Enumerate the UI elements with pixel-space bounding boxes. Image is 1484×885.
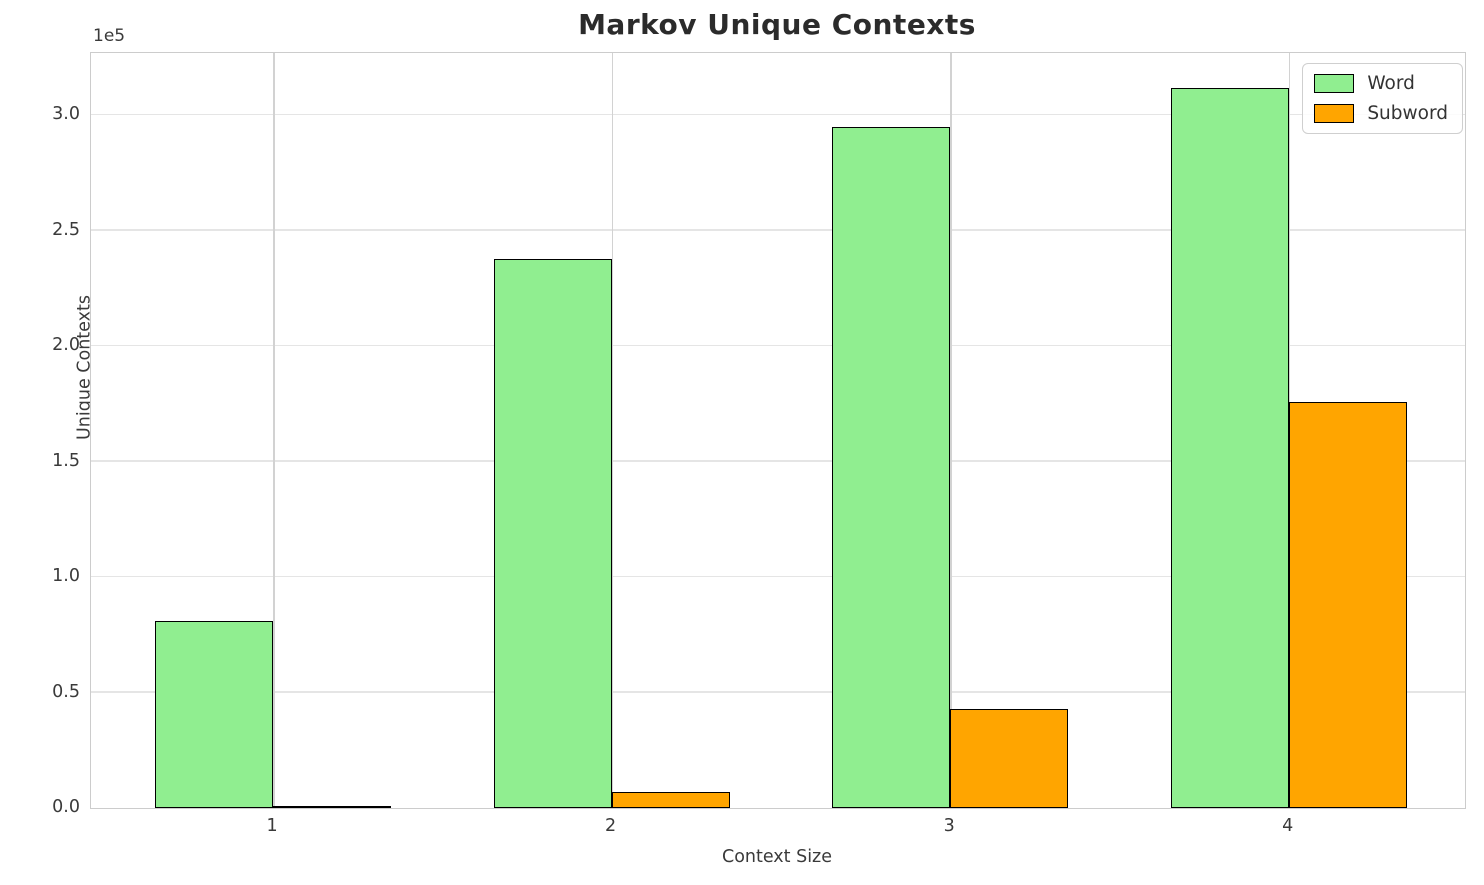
x-tick-label: 3 <box>943 816 955 836</box>
bar-subword-4 <box>1288 401 1407 808</box>
gridline-horizontal <box>91 575 1465 578</box>
x-tick-label: 4 <box>1282 816 1294 836</box>
bar-subword-2 <box>611 791 730 808</box>
bar-word-3 <box>832 126 951 808</box>
x-axis-label: Context Size <box>721 847 833 867</box>
gridline-horizontal <box>91 344 1465 347</box>
chart-title: Markov Unique Contexts <box>578 8 976 41</box>
legend-swatch-word-icon <box>1314 74 1355 93</box>
gridline-horizontal <box>91 460 1465 462</box>
bar-word-4 <box>1170 87 1289 808</box>
x-tick-label: 1 <box>266 816 278 836</box>
gridline-horizontal <box>91 229 1465 231</box>
bar-subword-1 <box>273 805 392 808</box>
gridline-vertical <box>950 53 952 808</box>
legend-item-subword: Subword <box>1314 103 1448 124</box>
y-tick-label: 3.0 <box>52 104 80 125</box>
gridline-horizontal <box>91 113 1465 116</box>
gridline-vertical <box>611 53 614 808</box>
legend-item-word: Word <box>1314 73 1448 94</box>
y-tick-label: 2.0 <box>52 335 80 356</box>
legend-label-word: Word <box>1367 73 1415 94</box>
legend: Word Subword <box>1302 63 1463 134</box>
legend-label-subword: Subword <box>1367 103 1448 124</box>
gridline-horizontal <box>91 691 1465 693</box>
x-tick-label: 2 <box>605 816 617 836</box>
bar-word-2 <box>493 258 612 808</box>
y-tick-label: 0.0 <box>52 797 80 817</box>
bar-subword-3 <box>950 708 1069 808</box>
y-tick-label: 1.5 <box>52 450 80 471</box>
plot-area <box>90 52 1466 809</box>
bar-word-1 <box>155 620 274 808</box>
gridline-vertical <box>273 53 275 808</box>
legend-swatch-subword-icon <box>1314 104 1355 123</box>
y-tick-label: 0.5 <box>52 681 80 702</box>
y-axis-offset-text: 1e5 <box>93 26 126 46</box>
y-tick-label: 1.0 <box>52 566 80 587</box>
y-tick-label: 2.5 <box>52 219 80 240</box>
